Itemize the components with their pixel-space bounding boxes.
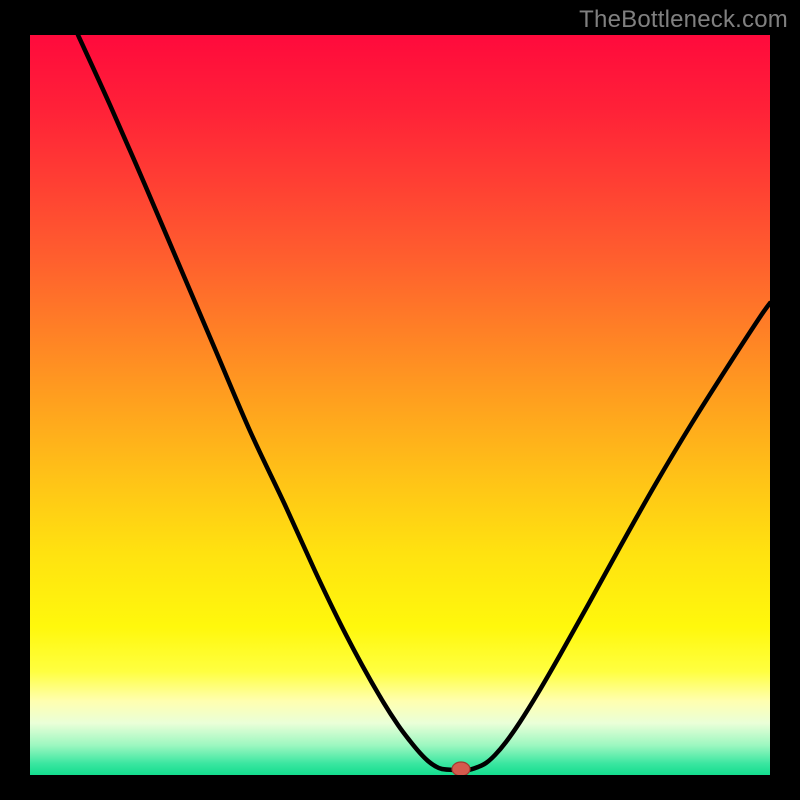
optimal-point-marker: [452, 762, 470, 775]
bottleneck-curve: [30, 35, 770, 775]
attribution-label: TheBottleneck.com: [579, 6, 788, 34]
chart-container: TheBottleneck.com: [0, 0, 800, 800]
plot-area: [30, 35, 770, 775]
